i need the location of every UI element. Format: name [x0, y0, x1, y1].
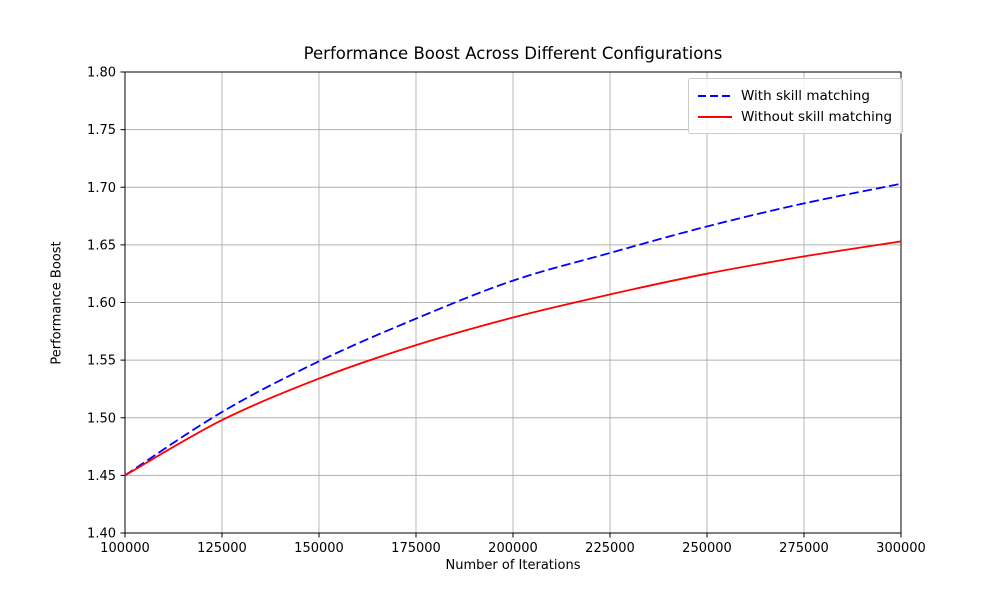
plot-frame — [124, 71, 902, 534]
x-tick-label: 125000 — [197, 541, 247, 556]
chart-title: Performance Boost Across Different Confi… — [303, 44, 723, 63]
x-tick-label: 300000 — [876, 541, 926, 556]
legend-item-without-skill-matching: Without skill matching — [698, 106, 892, 127]
legend-label: Without skill matching — [741, 108, 893, 125]
y-tick-label: 1.75 — [87, 123, 116, 138]
curve-without-skill-matching — [124, 240, 902, 477]
y-tick-label: 1.55 — [87, 354, 116, 369]
legend: With skill matching Without skill matchi… — [688, 78, 904, 134]
y-tick-label: 1.80 — [87, 66, 116, 81]
legend-label: With skill matching — [741, 87, 870, 104]
x-tick-label: 100000 — [100, 541, 150, 556]
y-tick-label: 1.60 — [87, 296, 116, 311]
y-axis-label: Performance Boost — [49, 241, 65, 365]
x-tick-label: 275000 — [779, 541, 829, 556]
y-tick-label: 1.70 — [87, 181, 116, 196]
legend-item-with-skill-matching: With skill matching — [698, 85, 892, 106]
legend-dashed-line-sample — [698, 94, 732, 97]
x-axis-label: Number of Iterations — [445, 558, 581, 573]
x-tick-label: 225000 — [585, 541, 635, 556]
y-tick-label: 1.65 — [87, 238, 116, 253]
x-tick-label: 200000 — [488, 541, 538, 556]
y-tick-label: 1.50 — [87, 411, 116, 426]
x-tick-label: 150000 — [294, 541, 344, 556]
x-tick-label: 250000 — [682, 541, 732, 556]
legend-solid-line-sample — [698, 115, 732, 118]
y-tick-label: 1.45 — [87, 469, 116, 484]
curve-with-skill-matching — [124, 182, 902, 477]
y-tick-label: 1.40 — [87, 527, 116, 542]
x-tick-label: 175000 — [391, 541, 441, 556]
